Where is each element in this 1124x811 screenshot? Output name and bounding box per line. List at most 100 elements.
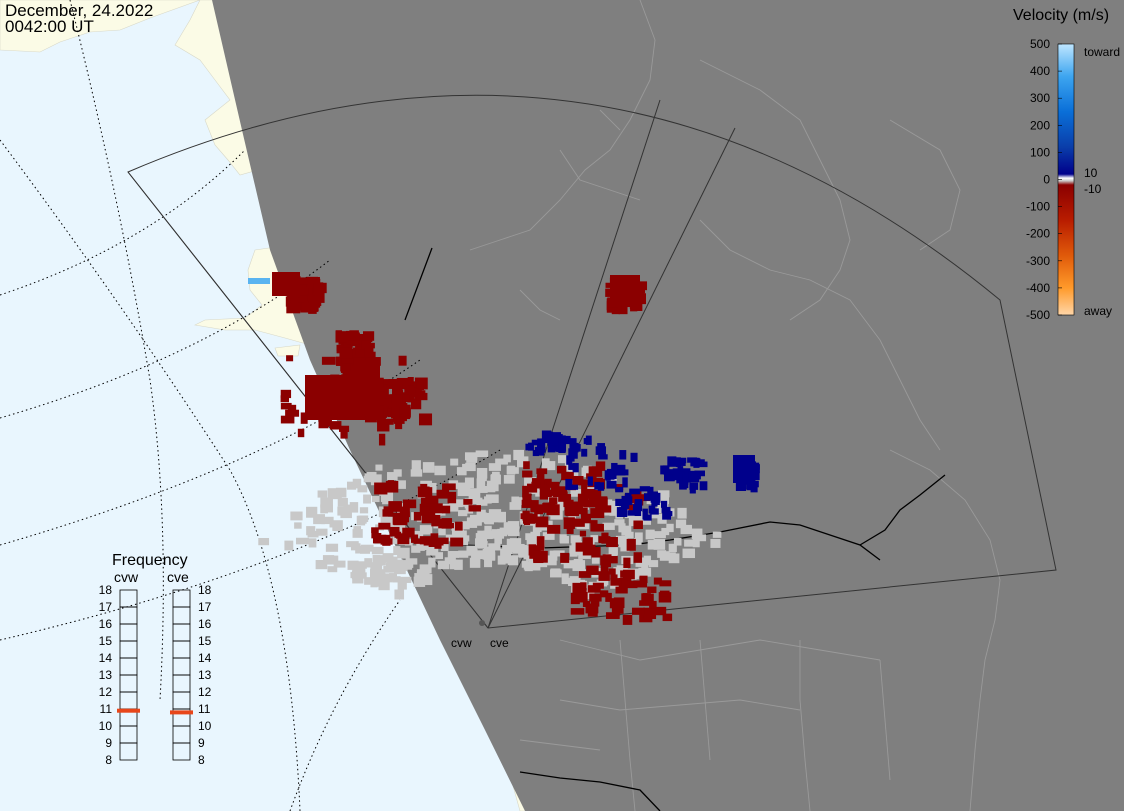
radar-cell: [413, 511, 422, 521]
radar-cell: [418, 413, 433, 426]
radar-cell: [443, 522, 454, 529]
radar-cell: [458, 538, 469, 546]
radar-cell: [568, 463, 576, 470]
radar-cell: [568, 448, 578, 459]
radar-cell: [509, 502, 522, 510]
radar-cell: [375, 464, 383, 471]
velocity-away-label: away: [1084, 304, 1112, 318]
radar-cell: [387, 480, 395, 491]
radar-cell: [428, 538, 437, 547]
frequency-marker-cve: [170, 710, 193, 715]
radar-cell: [610, 574, 618, 580]
radar-cell: [428, 557, 436, 568]
radar-cell: [648, 560, 659, 568]
radar-cell: [397, 563, 406, 573]
radar-cell: [608, 501, 618, 508]
radar-cell: [676, 472, 682, 484]
radar-cell: [463, 499, 473, 505]
radar-cell: [402, 527, 415, 538]
radar-cell: [733, 455, 755, 483]
radar-cell: [553, 550, 565, 557]
radar-cell: [673, 538, 682, 546]
radar-cell: [497, 555, 506, 565]
radar-cell: [398, 355, 407, 366]
radar-cell: [520, 513, 533, 520]
radar-cell: [280, 402, 292, 410]
radar-cell: [540, 489, 552, 498]
radar-cell: [294, 522, 302, 529]
radar-cell: [682, 548, 696, 559]
frequency-tick-right: 12: [198, 685, 212, 699]
radar-cell: [620, 503, 630, 509]
velocity-tick-label: 0: [1043, 173, 1050, 187]
radar-cell: [363, 494, 372, 504]
radar-cell: [600, 559, 611, 568]
radar-cell: [352, 529, 363, 538]
radar-cell: [382, 497, 390, 505]
radar-cell: [491, 474, 500, 482]
radar-cell: [615, 486, 624, 493]
radar-cell: [622, 614, 633, 625]
radar-cell: [521, 499, 533, 508]
radar-cell: [447, 491, 457, 504]
radar-cell: [556, 435, 566, 443]
radar-cell: [662, 465, 670, 475]
radar-cell: [621, 525, 632, 536]
radar-cell: [552, 486, 566, 498]
radar-cell: [666, 552, 676, 561]
radar-cell: [404, 386, 419, 398]
radar-cell: [675, 519, 687, 529]
radar-cell: [605, 473, 611, 481]
radar-cell: [299, 283, 309, 295]
radar-cell: [535, 488, 543, 497]
radar-cell: [307, 530, 319, 538]
radar-cell: [469, 557, 481, 568]
radar-cell: [609, 506, 618, 516]
radar-cell: [347, 560, 359, 570]
velocity-tick-label: -400: [1026, 281, 1050, 295]
radar-cell: [384, 398, 393, 407]
radar-cell: [332, 520, 343, 532]
radar-cell: [387, 472, 398, 481]
radar-cell: [477, 485, 488, 493]
radar-cell: [609, 546, 618, 557]
radar-cell: [523, 519, 531, 526]
radar-cell: [400, 403, 408, 414]
frequency-tick-right: 18: [198, 583, 212, 597]
radar-cell: [658, 592, 672, 603]
radar-cell: [677, 507, 687, 519]
radar-cell: [650, 492, 661, 503]
radar-cell: [338, 425, 350, 432]
radar-cell: [313, 282, 327, 294]
radar-cell: [662, 613, 673, 622]
radar-cell: [362, 331, 375, 341]
radar-cell: [545, 436, 554, 443]
radar-cell: [378, 522, 391, 530]
radar-cell: [598, 454, 608, 460]
radar-cell: [659, 590, 670, 597]
radar-cell: [661, 506, 671, 513]
radar-cell: [597, 505, 612, 513]
radar-cell: [370, 569, 380, 578]
radar-cell: [325, 419, 332, 427]
radar-cell: [414, 573, 425, 582]
radar-cell: [495, 458, 508, 465]
radar-cell: [679, 471, 685, 480]
radar-cell: [419, 525, 433, 535]
radar-cell: [534, 446, 546, 453]
radar-cell: [528, 544, 537, 556]
frequency-scale-cell: [119, 742, 138, 761]
radar-cell: [545, 555, 557, 566]
radar-cell: [546, 481, 560, 488]
radar-cell: [476, 499, 488, 506]
radar-cell: [313, 514, 325, 525]
radar-cell: [402, 394, 410, 402]
radar-cell: [619, 450, 627, 460]
radar-cell: [386, 556, 398, 564]
radar-cell: [413, 576, 426, 587]
radar-cell: [343, 504, 351, 513]
radar-cell: [537, 469, 545, 479]
radar-cell: [340, 359, 351, 372]
radar-cell: [692, 537, 700, 548]
